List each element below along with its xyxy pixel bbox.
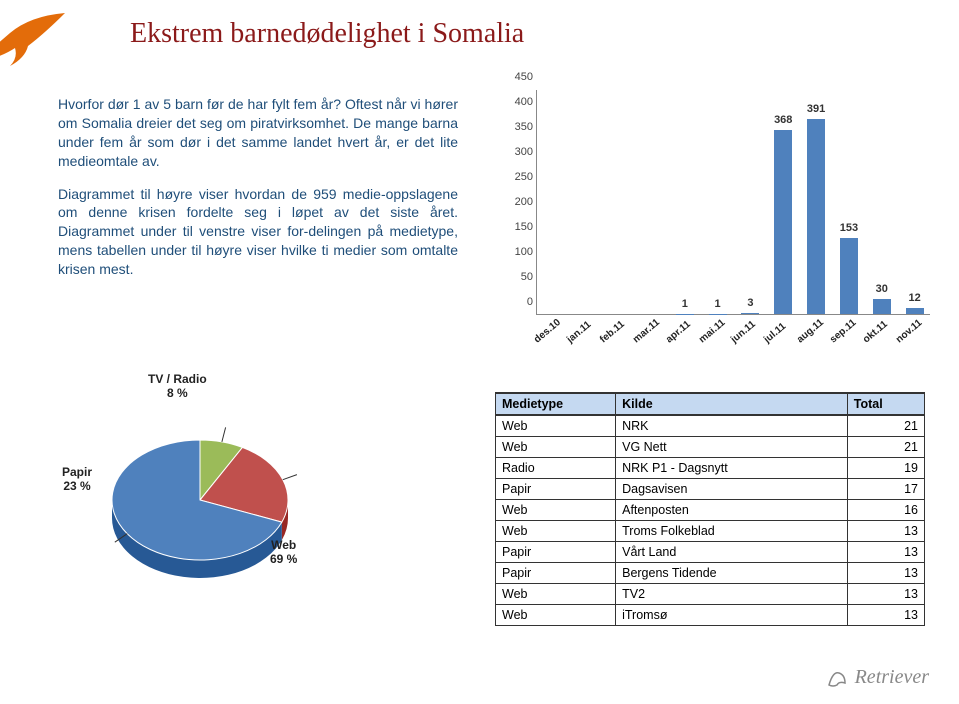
pie-label-papir: Papir23 % bbox=[62, 465, 92, 494]
bar: 12 bbox=[906, 308, 924, 314]
cell-medietype: Papir bbox=[496, 563, 616, 584]
th-total: Total bbox=[847, 393, 924, 415]
cell-kilde: VG Nett bbox=[616, 437, 848, 458]
brand-text: Retriever bbox=[855, 666, 929, 689]
y-tick: 350 bbox=[503, 121, 533, 133]
x-label: des.10 bbox=[532, 317, 563, 345]
body-text: Hvorfor dør 1 av 5 barn før de har fylt … bbox=[58, 95, 458, 293]
table-row: WebNRK21 bbox=[496, 415, 925, 437]
table-row: PapirDagsavisen17 bbox=[496, 479, 925, 500]
x-label: mar.11 bbox=[631, 317, 662, 345]
table-row: WebTV213 bbox=[496, 584, 925, 605]
table-row: WebVG Nett21 bbox=[496, 437, 925, 458]
bar-value: 1 bbox=[703, 298, 733, 310]
cell-total: 13 bbox=[847, 542, 924, 563]
x-label: okt.11 bbox=[861, 319, 890, 346]
leader-line bbox=[283, 475, 297, 480]
cell-kilde: Aftenposten bbox=[616, 500, 848, 521]
cell-kilde: TV2 bbox=[616, 584, 848, 605]
cell-total: 21 bbox=[847, 415, 924, 437]
bar-chart: 0501001502002503003504004501133683911533… bbox=[500, 90, 930, 350]
cell-medietype: Radio bbox=[496, 458, 616, 479]
cell-medietype: Web bbox=[496, 415, 616, 437]
y-tick: 450 bbox=[503, 71, 533, 83]
bar-value: 391 bbox=[801, 103, 831, 115]
cell-total: 19 bbox=[847, 458, 924, 479]
bar: 368 bbox=[774, 130, 792, 314]
table-row: WebiTromsø13 bbox=[496, 605, 925, 626]
bar-value: 30 bbox=[867, 283, 897, 295]
y-tick: 400 bbox=[503, 96, 533, 108]
cell-kilde: Dagsavisen bbox=[616, 479, 848, 500]
cell-total: 21 bbox=[847, 437, 924, 458]
x-label: aug.11 bbox=[795, 317, 826, 345]
leader-line bbox=[222, 427, 226, 442]
cell-medietype: Web bbox=[496, 584, 616, 605]
cell-total: 13 bbox=[847, 584, 924, 605]
x-label: apr.11 bbox=[664, 319, 693, 346]
pie-label-tvradio: TV / Radio8 % bbox=[148, 372, 207, 401]
y-tick: 150 bbox=[503, 221, 533, 233]
x-label: jul.11 bbox=[762, 321, 788, 346]
cell-total: 16 bbox=[847, 500, 924, 521]
y-tick: 50 bbox=[503, 271, 533, 283]
cell-medietype: Web bbox=[496, 521, 616, 542]
table-row: WebTroms Folkeblad13 bbox=[496, 521, 925, 542]
cell-kilde: Vårt Land bbox=[616, 542, 848, 563]
bar: 3 bbox=[741, 313, 759, 315]
cell-total: 13 bbox=[847, 563, 924, 584]
table-row: PapirVårt Land13 bbox=[496, 542, 925, 563]
cell-medietype: Papir bbox=[496, 479, 616, 500]
y-tick: 300 bbox=[503, 146, 533, 158]
x-label: nov.11 bbox=[894, 317, 924, 345]
cell-total: 13 bbox=[847, 521, 924, 542]
x-label: jun.11 bbox=[729, 319, 758, 346]
y-tick: 100 bbox=[503, 246, 533, 258]
cell-medietype: Web bbox=[496, 500, 616, 521]
cell-medietype: Papir bbox=[496, 542, 616, 563]
cell-medietype: Web bbox=[496, 605, 616, 626]
bar: 1 bbox=[709, 314, 727, 315]
bird-logo bbox=[0, 8, 70, 68]
y-tick: 0 bbox=[503, 296, 533, 308]
bar-value: 368 bbox=[768, 114, 798, 126]
bar: 153 bbox=[840, 238, 858, 315]
y-tick: 200 bbox=[503, 196, 533, 208]
x-label: feb.11 bbox=[598, 319, 627, 346]
x-label: jan.11 bbox=[565, 319, 593, 345]
cell-total: 17 bbox=[847, 479, 924, 500]
x-label: mai.11 bbox=[697, 317, 728, 345]
cell-kilde: iTromsø bbox=[616, 605, 848, 626]
paragraph-1: Hvorfor dør 1 av 5 barn før de har fylt … bbox=[58, 95, 458, 171]
cell-kilde: Troms Folkeblad bbox=[616, 521, 848, 542]
bar-value: 153 bbox=[834, 222, 864, 234]
cell-total: 13 bbox=[847, 605, 924, 626]
paragraph-2: Diagrammet til høyre viser hvordan de 95… bbox=[58, 185, 458, 279]
bar-value: 3 bbox=[735, 297, 765, 309]
bar: 391 bbox=[807, 119, 825, 315]
th-kilde: Kilde bbox=[616, 393, 848, 415]
bar: 1 bbox=[676, 314, 694, 315]
th-medietype: Medietype bbox=[496, 393, 616, 415]
cell-kilde: NRK P1 - Dagsnytt bbox=[616, 458, 848, 479]
x-label: sep.11 bbox=[828, 317, 859, 345]
pie-label-web: Web69 % bbox=[270, 538, 297, 567]
y-tick: 250 bbox=[503, 171, 533, 183]
table-row: WebAftenposten16 bbox=[496, 500, 925, 521]
cell-kilde: Bergens Tidende bbox=[616, 563, 848, 584]
cell-kilde: NRK bbox=[616, 415, 848, 437]
pie-chart: Web69 % Papir23 % TV / Radio8 % bbox=[90, 390, 310, 610]
retriever-logo: Retriever bbox=[825, 665, 929, 689]
bar-value: 1 bbox=[670, 298, 700, 310]
table-row: RadioNRK P1 - Dagsnytt19 bbox=[496, 458, 925, 479]
cell-medietype: Web bbox=[496, 437, 616, 458]
bar: 30 bbox=[873, 299, 891, 314]
table-row: PapirBergens Tidende13 bbox=[496, 563, 925, 584]
page-title: Ekstrem barnedødelighet i Somalia bbox=[130, 18, 524, 50]
bar-value: 12 bbox=[900, 292, 930, 304]
media-table: Medietype Kilde Total WebNRK21WebVG Nett… bbox=[495, 392, 925, 626]
